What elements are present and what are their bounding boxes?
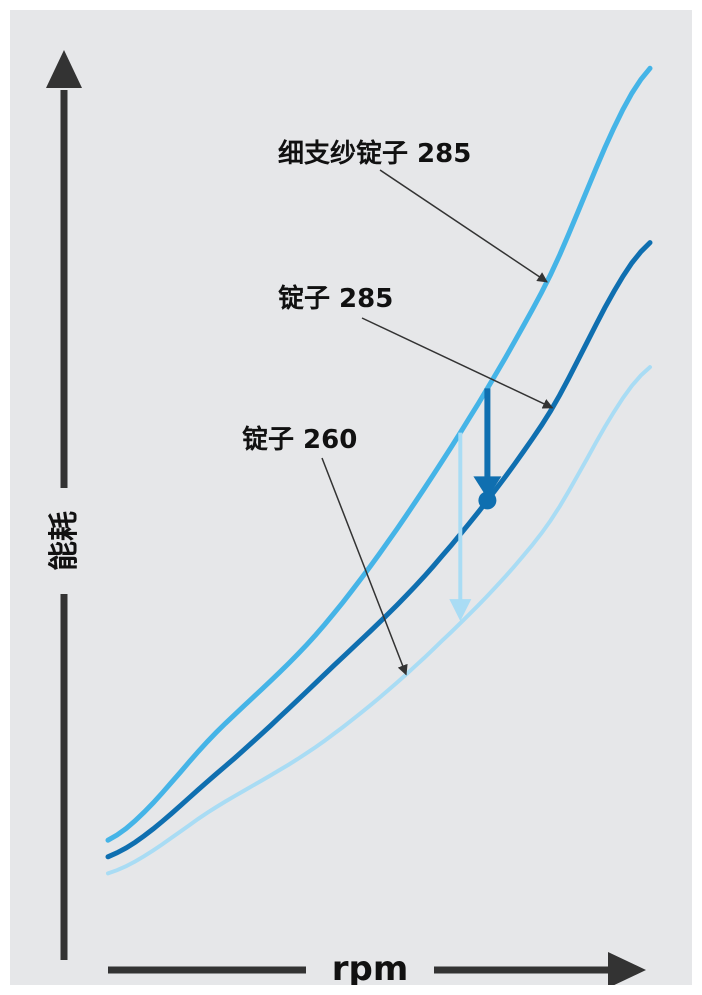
x-axis-label: rpm [332,949,409,985]
y-axis-label: 能耗 [47,511,82,571]
annotation-label-2: 锭子 285 [278,283,393,314]
drop-arrow-dot [478,491,497,510]
chart-panel: 能耗 rpm 细支纱锭子 285 锭子 285 锭子 260 [10,10,692,985]
series-line-3 [106,365,652,876]
drop-arrow-head-2 [449,599,472,622]
x-axis-arrowhead [608,952,646,985]
annotation-layer: 细支纱锭子 285 锭子 285 锭子 260 [242,138,554,676]
chart-svg: 能耗 rpm 细支纱锭子 285 锭子 285 锭子 260 [46,50,653,985]
y-axis-arrowhead [46,50,82,88]
series-line-1 [105,65,653,843]
series-line-2 [105,240,653,860]
drop-arrow-head-1 [473,476,502,499]
annotation-leader-1 [379,169,548,283]
annotation-leader-2 [361,317,554,409]
annotation-label-1: 细支纱锭子 285 [278,138,471,169]
annotation-label-3: 锭子 260 [242,424,357,455]
series-layer [105,65,653,876]
annotation-leader-3 [321,457,408,676]
arrow-layer [449,388,502,622]
